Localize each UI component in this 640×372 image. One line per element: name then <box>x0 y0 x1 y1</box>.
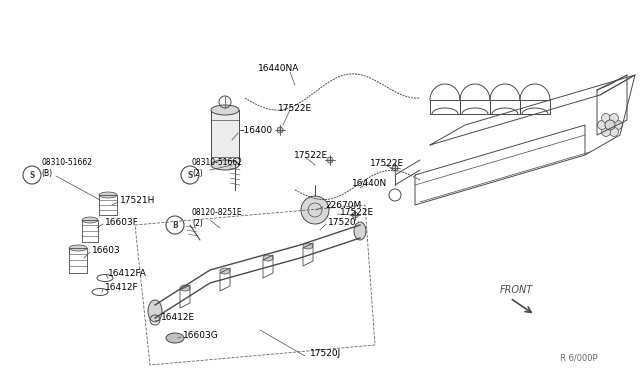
Text: 08310-51662
(2): 08310-51662 (2) <box>192 158 243 178</box>
Text: 16603: 16603 <box>92 246 121 254</box>
Text: 17522E: 17522E <box>278 103 312 112</box>
Text: –16400: –16400 <box>240 125 273 135</box>
Circle shape <box>605 120 615 130</box>
Circle shape <box>327 157 333 163</box>
Ellipse shape <box>354 222 366 240</box>
Circle shape <box>277 127 283 133</box>
Circle shape <box>609 128 618 137</box>
Ellipse shape <box>148 300 162 322</box>
Text: 22670M: 22670M <box>325 201 361 209</box>
Text: 16412FA: 16412FA <box>108 269 147 278</box>
Circle shape <box>598 121 607 129</box>
Circle shape <box>301 196 329 224</box>
Text: 17522E: 17522E <box>370 158 404 167</box>
Text: 17520J: 17520J <box>310 349 341 357</box>
Text: FRONT: FRONT <box>500 285 533 295</box>
Text: 16603G: 16603G <box>183 330 219 340</box>
Circle shape <box>602 113 611 122</box>
Circle shape <box>609 113 618 122</box>
Text: 08120-8251E
(2): 08120-8251E (2) <box>192 208 243 228</box>
Text: 16412F: 16412F <box>105 282 139 292</box>
Bar <box>211 110 239 165</box>
Circle shape <box>166 216 184 234</box>
Ellipse shape <box>303 243 313 249</box>
Ellipse shape <box>180 285 190 291</box>
Text: 17522E: 17522E <box>340 208 374 217</box>
Text: 17522E: 17522E <box>294 151 328 160</box>
Circle shape <box>392 165 398 171</box>
Text: 17520: 17520 <box>328 218 356 227</box>
Text: R 6/000P: R 6/000P <box>560 353 598 362</box>
Ellipse shape <box>69 245 87 251</box>
Text: 17521H: 17521H <box>120 196 156 205</box>
Text: B: B <box>172 221 178 230</box>
Circle shape <box>23 166 41 184</box>
Ellipse shape <box>166 333 184 343</box>
Circle shape <box>181 166 199 184</box>
Circle shape <box>614 121 623 129</box>
Text: 16440N: 16440N <box>352 179 387 187</box>
Ellipse shape <box>211 105 239 115</box>
Ellipse shape <box>82 217 98 223</box>
Circle shape <box>352 212 358 218</box>
Ellipse shape <box>263 255 273 261</box>
Text: 16440NA: 16440NA <box>258 64 300 73</box>
Text: S: S <box>188 170 193 180</box>
Ellipse shape <box>99 192 117 198</box>
Text: 08310-51662
(B): 08310-51662 (B) <box>41 158 92 178</box>
Ellipse shape <box>211 160 239 170</box>
Ellipse shape <box>220 268 230 274</box>
Circle shape <box>602 128 611 137</box>
Text: 16412E: 16412E <box>161 314 195 323</box>
Text: S: S <box>29 170 35 180</box>
Text: 16603F: 16603F <box>105 218 139 227</box>
